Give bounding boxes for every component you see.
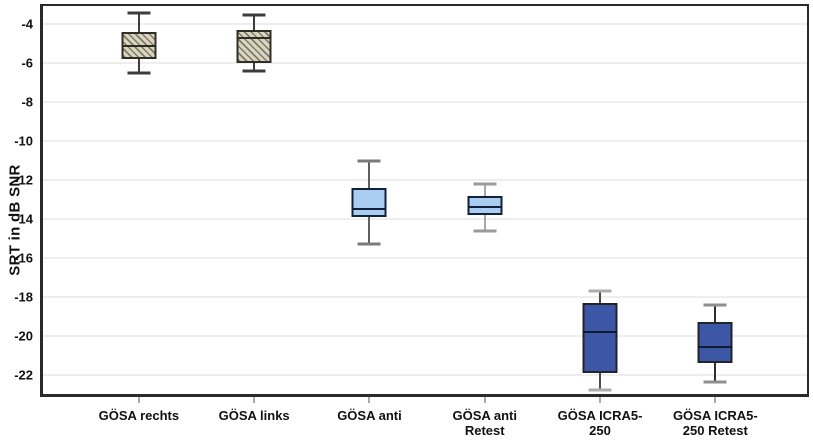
plot-area: [40, 4, 809, 397]
y-tick-label: -4: [21, 16, 33, 32]
y-tick-label: -16: [14, 250, 33, 266]
whisker-cap-top: [127, 11, 151, 15]
whisker-cap-bottom: [127, 71, 151, 75]
gridline: [43, 179, 807, 181]
whisker-cap-top: [242, 13, 266, 17]
median-line: [697, 346, 733, 349]
x-axis-labels: GÖSA rechts GÖSA links GÖSA anti GÖSA anti …: [43, 397, 807, 445]
whisker-cap-top: [473, 182, 497, 186]
x-tick-mark: [599, 397, 601, 403]
x-tick-mark: [484, 397, 486, 403]
box-iqr: [582, 302, 618, 373]
x-tick-label: GÖSA rechts: [98, 408, 180, 423]
gridline: [43, 140, 807, 142]
median-line: [121, 44, 157, 47]
y-tick-label: -8: [21, 94, 33, 110]
whisker-cap-bottom: [473, 229, 497, 233]
median-line: [467, 206, 503, 209]
median-line: [351, 208, 387, 211]
y-axis-ticks: -4 -6 -8 -10 -12 -14 -16 -18 -20 -22: [0, 6, 36, 394]
gridline: [43, 374, 807, 376]
whisker-cap-bottom: [357, 242, 381, 246]
gridline: [43, 101, 807, 103]
whisker-cap-top: [588, 289, 612, 293]
whisker-cap-bottom: [588, 388, 612, 392]
box-iqr: [236, 30, 272, 64]
y-tick-label: -14: [14, 211, 33, 227]
gridline: [43, 335, 807, 337]
x-tick-label: GÖSA ICRA5- 250 Retest: [672, 408, 758, 438]
x-tick-label: GÖSA anti Retest: [452, 408, 517, 438]
x-tick-mark: [253, 397, 255, 403]
x-tick-mark: [138, 397, 140, 403]
x-tick-label: GÖSA links: [218, 408, 290, 423]
y-tick-label: -20: [14, 328, 33, 344]
gridline: [43, 218, 807, 220]
y-tick-label: -22: [14, 367, 33, 383]
box-iqr: [351, 187, 387, 218]
y-tick-label: -18: [14, 289, 33, 305]
y-tick-label: -6: [21, 55, 33, 71]
x-tick-mark: [714, 397, 716, 403]
gridline: [43, 296, 807, 298]
whisker-cap-bottom: [242, 69, 266, 73]
gridline: [43, 62, 807, 64]
box-iqr: [697, 322, 733, 363]
y-tick-label: -12: [14, 172, 33, 188]
whisker-cap-bottom: [703, 380, 727, 384]
gridline: [43, 23, 807, 25]
x-tick-label: GÖSA anti: [337, 408, 402, 423]
x-tick-label: GÖSA ICRA5- 250: [557, 408, 643, 438]
gridline: [43, 257, 807, 259]
box-iqr: [467, 195, 503, 216]
x-tick-mark: [368, 397, 370, 403]
whisker-cap-top: [703, 303, 727, 307]
median-line: [582, 330, 618, 333]
whisker-cap-top: [357, 159, 381, 163]
median-line: [236, 37, 272, 40]
y-tick-label: -10: [14, 133, 33, 149]
